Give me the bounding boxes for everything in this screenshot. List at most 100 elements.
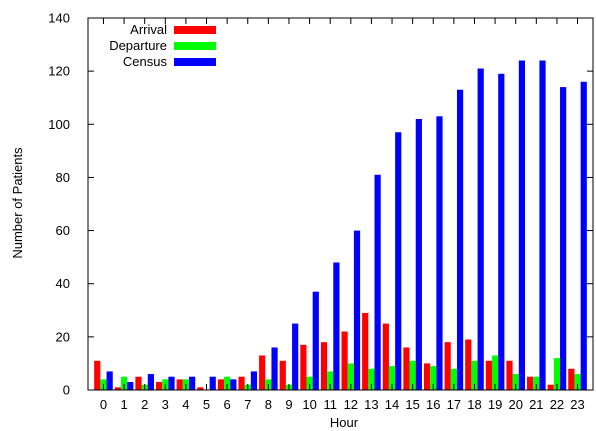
bar-arrival-hour-1: [114, 387, 121, 390]
bar-arrival-hour-4: [176, 379, 183, 390]
y-tick-label-20: 20: [56, 329, 70, 344]
x-tick-label-14: 14: [385, 397, 399, 412]
bar-census-hour-10: [312, 291, 319, 390]
legend-swatch-census: [174, 58, 216, 66]
y-tick-label-60: 60: [56, 223, 70, 238]
x-tick-label-22: 22: [550, 397, 564, 412]
bar-departure-hour-17: [450, 368, 457, 390]
x-tick-label-0: 0: [100, 397, 107, 412]
bar-census-hour-21: [539, 60, 546, 390]
bar-departure-hour-21: [533, 376, 540, 390]
bar-arrival-hour-0: [94, 360, 101, 390]
bar-census-hour-16: [436, 116, 443, 390]
bar-departure-hour-16: [430, 366, 437, 390]
legend-label-census: Census: [123, 54, 168, 69]
bar-arrival-hour-23: [568, 368, 575, 390]
x-tick-label-4: 4: [182, 397, 189, 412]
bar-departure-hour-6: [224, 376, 231, 390]
x-axis-label: Hour: [330, 415, 359, 430]
x-tick-label-23: 23: [570, 397, 584, 412]
legend-label-departure: Departure: [109, 38, 167, 53]
plot-frame: [87, 17, 594, 391]
y-axis-label: Number of Patients: [10, 147, 25, 259]
bar-census-hour-11: [333, 262, 340, 390]
bar-census-hour-3: [168, 376, 175, 390]
bar-census-hour-7: [250, 371, 258, 390]
y-tick-label-140: 140: [48, 11, 70, 26]
y-tick-label-100: 100: [48, 117, 70, 132]
bar-arrival-hour-15: [403, 347, 410, 390]
bar-census-hour-19: [498, 73, 505, 391]
bar-census-hour-20: [518, 60, 525, 390]
bar-census-hour-8: [271, 347, 278, 390]
x-tick-label-15: 15: [405, 397, 419, 412]
bar-departure-hour-12: [347, 363, 354, 390]
bar-departure-hour-22: [553, 358, 561, 390]
bar-census-hour-9: [292, 323, 299, 390]
bar-arrival-hour-13: [362, 312, 369, 390]
bar-departure-hour-18: [471, 360, 478, 390]
x-tick-label-16: 16: [426, 397, 440, 412]
bar-arrival-hour-20: [506, 360, 513, 390]
legend-swatch-arrival: [174, 26, 216, 34]
bar-arrival-hour-5: [197, 387, 204, 390]
x-tick-label-9: 9: [285, 397, 292, 412]
bar-departure-hour-19: [491, 355, 499, 390]
bar-arrival-hour-19: [485, 360, 492, 390]
bar-census-hour-4: [189, 376, 196, 390]
x-tick-label-7: 7: [244, 397, 251, 412]
x-tick-label-1: 1: [120, 397, 127, 412]
bar-census-hour-1: [127, 382, 134, 390]
bar-arrival-hour-11: [320, 342, 328, 390]
bar-census-hour-14: [395, 132, 402, 390]
bar-departure-hour-1: [120, 376, 128, 390]
bar-arrival-hour-18: [465, 339, 472, 390]
x-tick-label-2: 2: [141, 397, 148, 412]
bar-departure-hour-20: [512, 374, 519, 390]
bar-departure-hour-11: [327, 371, 334, 390]
x-tick-label-6: 6: [224, 397, 231, 412]
y-tick-label-40: 40: [56, 276, 70, 291]
plot-border: [87, 17, 594, 391]
bar-census-hour-6: [230, 379, 237, 390]
x-tick-label-20: 20: [508, 397, 522, 412]
bar-arrival-hour-22: [547, 384, 554, 390]
bar-census-hour-0: [106, 371, 113, 390]
y-tick-label-80: 80: [56, 170, 70, 185]
bar-arrival-hour-17: [444, 342, 451, 390]
bar-census-hour-15: [415, 118, 422, 390]
bar-arrival-hour-7: [238, 376, 245, 390]
bar-arrival-hour-6: [217, 379, 225, 390]
bar-arrival-hour-16: [423, 363, 431, 390]
bar-arrival-hour-14: [382, 323, 389, 390]
bar-departure-hour-13: [368, 368, 375, 390]
bar-census-hour-17: [456, 89, 464, 391]
bar-arrival-hour-2: [135, 376, 142, 390]
bar-arrival-hour-9: [279, 360, 286, 390]
bar-census-hour-23: [580, 81, 587, 391]
x-tick-label-19: 19: [488, 397, 502, 412]
bar-arrival-hour-12: [341, 331, 348, 390]
bar-census-hour-22: [560, 87, 567, 390]
bar-departure-hour-23: [574, 374, 581, 390]
y-tick-label-120: 120: [48, 64, 70, 79]
bar-census-hour-5: [209, 376, 216, 390]
bar-census-hour-12: [353, 230, 361, 390]
y-tick-label-0: 0: [63, 383, 70, 398]
x-tick-label-17: 17: [447, 397, 461, 412]
bar-departure-hour-14: [388, 366, 396, 390]
x-tick-label-11: 11: [323, 397, 337, 412]
bar-census-hour-2: [147, 374, 154, 390]
bar-arrival-hour-8: [259, 355, 266, 390]
x-tick-label-12: 12: [344, 397, 358, 412]
bar-arrival-hour-21: [527, 376, 534, 390]
x-tick-label-13: 13: [364, 397, 378, 412]
legend-label-arrival: Arrival: [130, 22, 167, 37]
bar-census-hour-18: [477, 68, 484, 391]
bar-departure-hour-10: [306, 376, 313, 390]
x-tick-label-18: 18: [467, 397, 481, 412]
legend-swatch-departure: [174, 42, 216, 50]
